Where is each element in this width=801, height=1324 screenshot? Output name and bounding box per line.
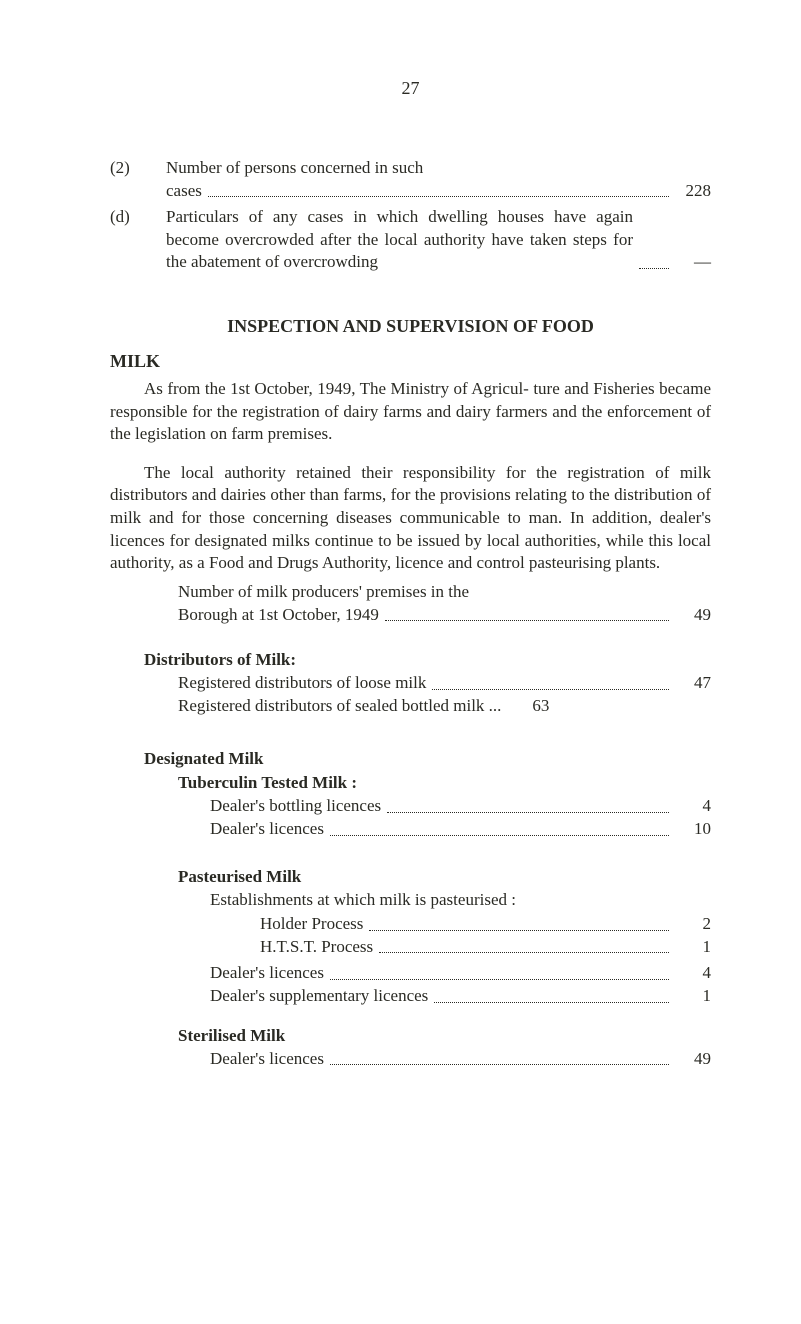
pasteurised-heading: Pasteurised Milk — [110, 867, 711, 887]
item-2-cases-value: 228 — [675, 180, 711, 203]
leader-dots — [639, 267, 669, 269]
pasteurised-intro: Establishments at which milk is pasteuri… — [110, 889, 711, 912]
milk-para-1: As from the 1st October, 1949, The Minis… — [110, 378, 711, 446]
past-supp-label: Dealer's supplementary licences — [210, 985, 428, 1008]
tt-bottling-label: Dealer's bottling licences — [210, 795, 381, 818]
past-supp-value: 1 — [675, 985, 711, 1008]
tt-bottling-value: 4 — [675, 795, 711, 818]
dist-loose-row: Registered distributors of loose milk 47 — [178, 672, 711, 695]
past-htst-row: H.T.S.T. Process 1 — [260, 936, 711, 959]
producers-label: Borough at 1st October, 1949 — [178, 604, 379, 627]
item-d-text: Particulars of any cases in which dwelli… — [166, 206, 633, 274]
tt-licences-row: Dealer's licences 10 — [210, 818, 711, 841]
producers-block: Number of milk producers' premises in th… — [110, 581, 711, 626]
document-page: 27 (2) Number of persons concerned in su… — [0, 0, 801, 1324]
milk-para-2: The local authority retained their respo… — [110, 462, 711, 575]
list-item-2: (2) Number of persons concerned in such … — [110, 157, 711, 202]
dist-sealed-label: Registered distributors of sealed bottle… — [178, 695, 501, 718]
past-dealer-value: 4 — [675, 962, 711, 985]
leader-dots — [330, 1063, 669, 1065]
list-marker: (d) — [110, 206, 166, 274]
section-heading: INSPECTION AND SUPERVISION OF FOOD — [110, 316, 711, 337]
past-holder-value: 2 — [675, 913, 711, 936]
past-dealer-row: Dealer's licences 4 — [210, 962, 711, 985]
tt-bottling-row: Dealer's bottling licences 4 — [210, 795, 711, 818]
page-number: 27 — [110, 78, 711, 99]
leader-dots — [379, 951, 669, 953]
list-item-d: (d) Particulars of any cases in which dw… — [110, 206, 711, 274]
tuberculin-heading: Tuberculin Tested Milk : — [110, 773, 711, 793]
leader-dots — [330, 834, 669, 836]
sterilised-dealer-row: Dealer's licences 49 — [210, 1048, 711, 1071]
dist-sealed-value: 63 — [513, 695, 549, 718]
distributors-heading: Distributors of Milk: — [110, 650, 711, 670]
producers-line1: Number of milk producers' premises in th… — [178, 581, 711, 604]
tt-licences-value: 10 — [675, 818, 711, 841]
leader-dots — [432, 688, 669, 690]
sterilised-heading: Sterilised Milk — [110, 1026, 711, 1046]
past-htst-value: 1 — [675, 936, 711, 959]
leader-dots — [385, 619, 669, 621]
past-htst-label: H.T.S.T. Process — [260, 936, 373, 959]
leader-dots — [369, 929, 669, 931]
sterilised-dealer-value: 49 — [675, 1048, 711, 1071]
tt-licences-label: Dealer's licences — [210, 818, 324, 841]
designated-heading: Designated Milk — [110, 749, 711, 769]
leader-dots — [434, 1001, 669, 1003]
past-holder-label: Holder Process — [260, 913, 363, 936]
dist-loose-label: Registered distributors of loose milk — [178, 672, 426, 695]
producers-row: Borough at 1st October, 1949 49 — [178, 604, 711, 627]
producers-value: 49 — [675, 604, 711, 627]
leader-dots — [330, 978, 669, 980]
item-d-value: — — [675, 251, 711, 274]
past-holder-row: Holder Process 2 — [260, 913, 711, 936]
item-2-cases-label: cases — [166, 180, 202, 203]
dist-sealed-row: Registered distributors of sealed bottle… — [178, 695, 711, 718]
item-2-line1: Number of persons concerned in such — [166, 157, 711, 180]
milk-heading: MILK — [110, 351, 711, 372]
dist-loose-value: 47 — [675, 672, 711, 695]
leader-dots — [208, 195, 669, 197]
past-dealer-label: Dealer's licences — [210, 962, 324, 985]
item-2-cases-row: cases 228 — [166, 180, 711, 203]
sterilised-dealer-label: Dealer's licences — [210, 1048, 324, 1071]
list-marker: (2) — [110, 157, 166, 202]
leader-dots — [387, 811, 669, 813]
past-supp-row: Dealer's supplementary licences 1 — [210, 985, 711, 1008]
